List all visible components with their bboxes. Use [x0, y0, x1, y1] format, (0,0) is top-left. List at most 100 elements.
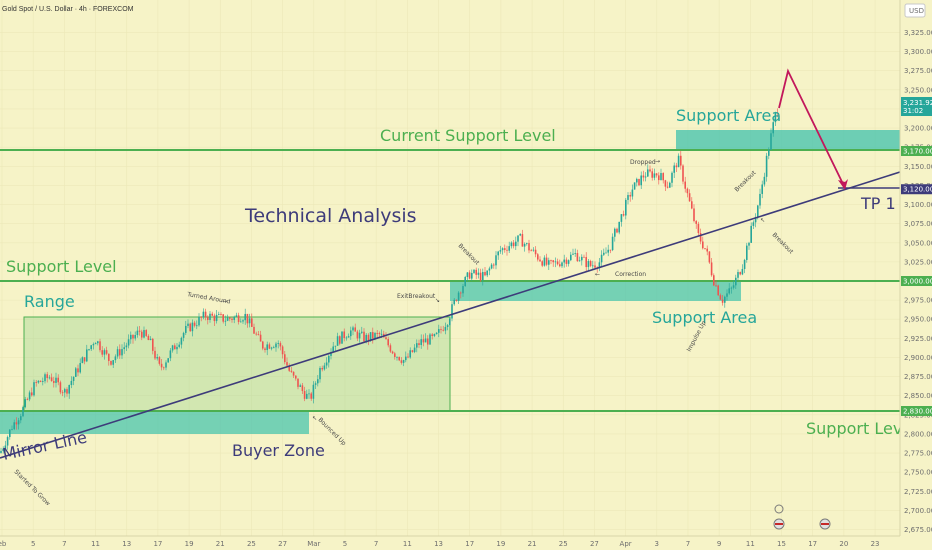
candle-body	[559, 264, 561, 267]
candle-body	[15, 422, 18, 425]
candle-body	[114, 356, 117, 361]
candle-body	[570, 254, 572, 261]
candle-body	[677, 155, 680, 168]
candle-body	[512, 242, 515, 247]
candle-body	[537, 254, 539, 260]
candle-body	[609, 249, 612, 251]
candle-body	[196, 325, 198, 327]
time-tick-label: 5	[31, 540, 35, 548]
currency-button[interactable]	[904, 3, 926, 18]
support-area-top-label: Support Area	[676, 106, 781, 125]
candle-body	[581, 256, 583, 261]
candle-body	[563, 259, 565, 263]
candle-body	[299, 385, 301, 387]
candle-body	[640, 175, 642, 186]
candle-body	[449, 318, 451, 326]
candle-body	[699, 233, 702, 242]
candle-body	[424, 338, 427, 343]
candle-body	[229, 317, 231, 319]
candle-body	[156, 357, 158, 359]
candle-body	[561, 262, 563, 267]
candle-body	[673, 165, 675, 173]
candle-body	[31, 392, 33, 396]
time-tick-label: 7	[62, 540, 66, 548]
candle-body	[198, 316, 200, 326]
candle-body	[396, 356, 398, 358]
price-tick-label: 3,075.00	[904, 220, 932, 228]
candle-body	[506, 249, 508, 251]
candle-body	[6, 437, 9, 446]
candle-body	[550, 260, 552, 262]
candle-body	[644, 176, 647, 178]
candle-body	[251, 318, 253, 327]
candle-body	[108, 353, 110, 361]
time-axis-panel[interactable]	[0, 536, 900, 550]
candle-body	[17, 420, 20, 425]
candle-body	[495, 255, 497, 266]
candle-body	[490, 264, 493, 269]
candle-body	[554, 261, 557, 263]
candle-body	[226, 317, 229, 321]
candle-body	[314, 383, 317, 385]
event-marker-icon[interactable]	[774, 504, 784, 514]
candle-body	[354, 327, 356, 332]
projection-arrowhead	[838, 179, 848, 190]
candle-body	[420, 339, 422, 346]
candle-body	[374, 333, 376, 339]
technical-analysis-label: Technical Analysis	[244, 205, 417, 227]
candle-body	[649, 169, 651, 172]
candle-body	[776, 112, 779, 114]
candle-body	[688, 193, 691, 202]
candle-body	[220, 314, 222, 315]
candle-body	[297, 378, 299, 387]
candle-body	[64, 389, 66, 393]
correction-note: Correction	[615, 271, 646, 278]
candle-body	[710, 262, 713, 276]
price-tick-label: 2,725.00	[904, 488, 932, 496]
price-tick-label: 2,800.00	[904, 430, 932, 438]
candle-body	[235, 315, 238, 317]
time-tick-label: 13	[434, 540, 443, 548]
price-tick-label: 2,900.00	[904, 354, 932, 362]
candle-body	[35, 382, 37, 383]
candle-body	[429, 334, 431, 345]
candle-body	[262, 341, 264, 349]
candle-body	[523, 243, 526, 247]
candle-body	[2, 448, 4, 451]
candle-body	[686, 188, 689, 194]
candle-body	[325, 362, 328, 366]
candle-body	[457, 292, 460, 301]
candle-body	[268, 344, 271, 349]
candle-body	[209, 313, 211, 320]
candle-body	[726, 293, 728, 297]
candle-body	[680, 155, 682, 166]
candle-body	[717, 285, 719, 296]
candle-body	[746, 245, 748, 260]
price-tick-label: 3,250.00	[904, 86, 932, 94]
candle-body	[380, 333, 383, 335]
price-axis-panel[interactable]	[900, 0, 932, 550]
candle-body	[594, 265, 596, 268]
candle-body	[213, 315, 216, 322]
candle-body	[141, 331, 143, 338]
time-tick-label: 27	[278, 540, 287, 548]
candle-body	[341, 331, 343, 344]
candle-body	[697, 223, 700, 234]
candle-body	[515, 241, 517, 247]
candle-body	[572, 253, 574, 255]
candle-body	[691, 201, 693, 209]
candle-body	[534, 249, 537, 255]
candle-body	[119, 349, 121, 356]
candle-body	[53, 381, 55, 383]
candle-body	[462, 286, 464, 294]
candle-body	[59, 382, 62, 393]
exit-breakout-note: ExitBreakout	[397, 293, 436, 300]
candle-body	[682, 165, 684, 182]
candle-body	[116, 349, 119, 357]
candle-body	[121, 349, 123, 356]
candle-body	[475, 269, 477, 275]
candle-body	[163, 367, 165, 369]
support-area-lower-zone	[450, 281, 741, 301]
